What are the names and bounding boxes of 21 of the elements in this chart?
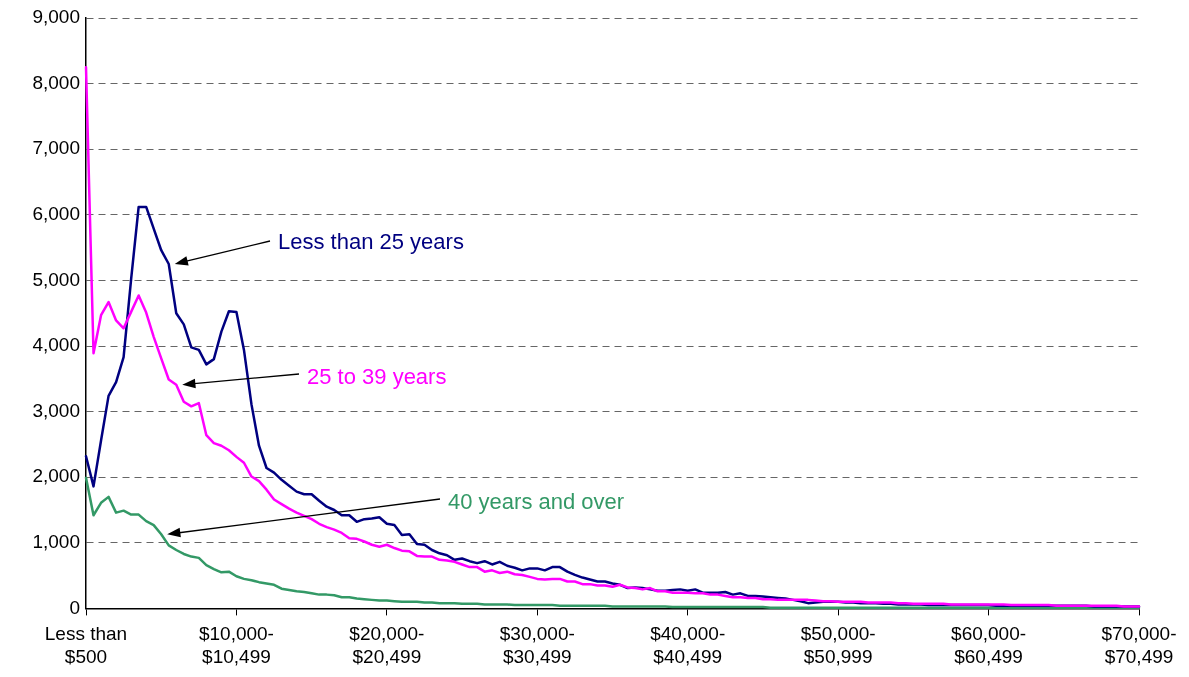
x-tick-label: $70,000- $70,499 <box>1101 623 1177 667</box>
y-tick-label: 8,000 <box>32 71 80 93</box>
x-tick-label: $10,000- $10,499 <box>198 623 274 667</box>
y-tick-label: 9,000 <box>32 6 80 28</box>
x-tick-label: $40,000- $40,499 <box>650 623 726 667</box>
y-tick-label: 6,000 <box>32 203 80 225</box>
x-tick-label: Less than $500 <box>44 623 128 667</box>
y-tick-label: 5,000 <box>32 268 80 290</box>
y-tick-label: 4,000 <box>32 334 80 356</box>
y-tick-label: 3,000 <box>32 399 80 421</box>
y-tick-label: 0 <box>69 596 80 618</box>
text: 40 years and over <box>448 489 625 515</box>
text: Less than 25 years <box>278 229 464 255</box>
x-tick-label: $50,000- $50,999 <box>800 623 876 667</box>
y-tick-label: 2,000 <box>32 465 80 487</box>
y-tick-label: 7,000 <box>32 137 80 159</box>
y-tick-label: 1,000 <box>32 531 80 553</box>
x-tick-label: $20,000- $20,499 <box>349 623 425 667</box>
x-tick-label: $30,000- $30,499 <box>499 623 575 667</box>
text: 25 to 39 years <box>307 364 447 390</box>
x-tick-label: $60,000- $60,499 <box>951 623 1027 667</box>
